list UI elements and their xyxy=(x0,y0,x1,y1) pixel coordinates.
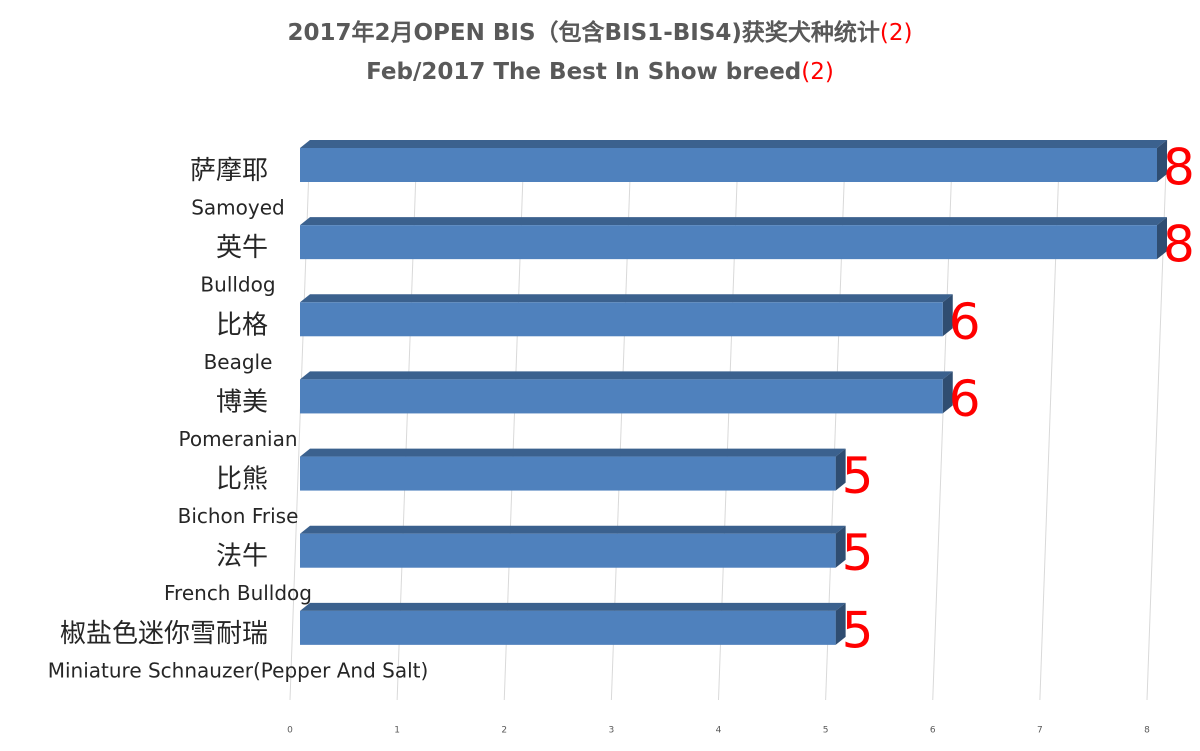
value-label: 8 xyxy=(1163,139,1195,197)
title-text: 2017年2月OPEN BIS（包含BIS1-BIS4)获奖犬种统计 xyxy=(287,19,879,46)
bar-side xyxy=(942,371,953,414)
bar-top xyxy=(300,602,846,611)
bar xyxy=(300,610,836,645)
category-label-en: Bulldog xyxy=(200,273,275,297)
chart-title: 2017年2月OPEN BIS（包含BIS1-BIS4)获奖犬种统计(2) xyxy=(287,19,912,46)
subtitle-text: Feb/2017 The Best In Show breed xyxy=(366,59,801,85)
category-label-en: French Bulldog xyxy=(164,581,312,605)
bar-side xyxy=(835,525,846,568)
x-tick-label: 8 xyxy=(1144,726,1150,736)
x-tick-label: 7 xyxy=(1037,726,1043,736)
chart-subtitle: Feb/2017 The Best In Show breed(2) xyxy=(366,59,834,85)
bar-side xyxy=(1157,140,1167,182)
x-tick-label: 0 xyxy=(287,726,293,736)
category-label: 椒盐色迷你雪耐瑞 xyxy=(60,619,268,649)
category-label: 英牛 xyxy=(216,233,268,263)
bar-top xyxy=(300,140,1167,148)
category-label: 法牛 xyxy=(216,542,268,572)
x-tick-label: 3 xyxy=(609,726,615,736)
value-label: 8 xyxy=(1163,216,1195,274)
category-label-en: Beagle xyxy=(204,350,273,374)
bar-side xyxy=(835,602,846,645)
category-label: 萨摩耶 xyxy=(190,156,268,186)
value-label: 5 xyxy=(842,601,874,659)
bar-side xyxy=(835,448,846,491)
value-label: 5 xyxy=(842,447,874,505)
bar-top xyxy=(300,294,953,303)
x-tick-label: 4 xyxy=(716,726,722,736)
bar-top xyxy=(300,217,1167,226)
bar xyxy=(300,225,1157,260)
bar-top xyxy=(300,448,846,457)
category-label-en: Pomeranian xyxy=(178,427,297,451)
x-tick-label: 2 xyxy=(501,726,507,736)
bar xyxy=(300,148,1157,182)
bar xyxy=(300,533,836,568)
category-label-en: Bichon Frise xyxy=(178,504,299,528)
category-label-en: Samoyed xyxy=(191,196,285,220)
bar-side xyxy=(1157,217,1167,260)
category-label: 博美 xyxy=(216,387,268,417)
bar-top xyxy=(300,525,846,534)
value-label: 6 xyxy=(949,293,981,351)
bar xyxy=(300,302,943,337)
bar-top xyxy=(300,371,953,380)
x-tick-label: 6 xyxy=(930,726,936,736)
title-note: (2) xyxy=(880,20,913,46)
x-tick-label: 5 xyxy=(823,726,829,736)
category-label: 比格 xyxy=(216,310,268,340)
category-label-en: Miniature Schnauzer(Pepper And Salt) xyxy=(48,658,429,682)
value-label: 6 xyxy=(949,370,981,428)
bar-side xyxy=(942,294,953,337)
bar xyxy=(300,456,836,491)
bar xyxy=(300,379,943,414)
subtitle-note: (2) xyxy=(801,59,834,85)
value-label: 5 xyxy=(842,524,874,582)
category-label: 比熊 xyxy=(216,465,268,495)
x-tick-label: 1 xyxy=(394,726,400,736)
